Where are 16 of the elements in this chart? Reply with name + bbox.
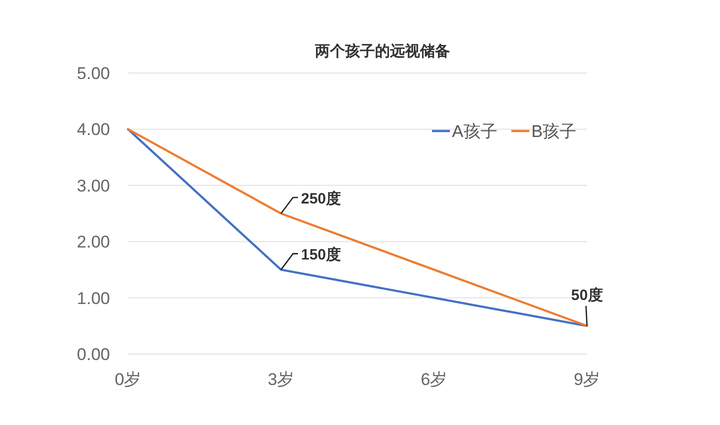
annotation: 150度 [301, 246, 342, 264]
legend-label: B孩子 [531, 122, 577, 141]
x-tick-label: 6岁 [420, 370, 448, 389]
y-tick-label: 0.00 [76, 345, 110, 364]
chart-title: 两个孩子的远视储备 [314, 43, 450, 60]
y-tick-label: 3.00 [76, 176, 110, 196]
y-tick-label: 4.00 [76, 120, 110, 140]
y-tick-label: 5.00 [76, 64, 110, 83]
annotation: 50度 [571, 286, 603, 304]
legend-label: A孩子 [452, 122, 498, 141]
x-tick-label: 9岁 [574, 370, 600, 389]
y-tick-label: 2.00 [76, 232, 110, 252]
annotation: 250度 [301, 190, 342, 208]
x-tick-label: 0岁 [114, 370, 142, 389]
x-tick-label: 3岁 [268, 370, 294, 389]
y-tick-label: 1.00 [76, 288, 110, 308]
